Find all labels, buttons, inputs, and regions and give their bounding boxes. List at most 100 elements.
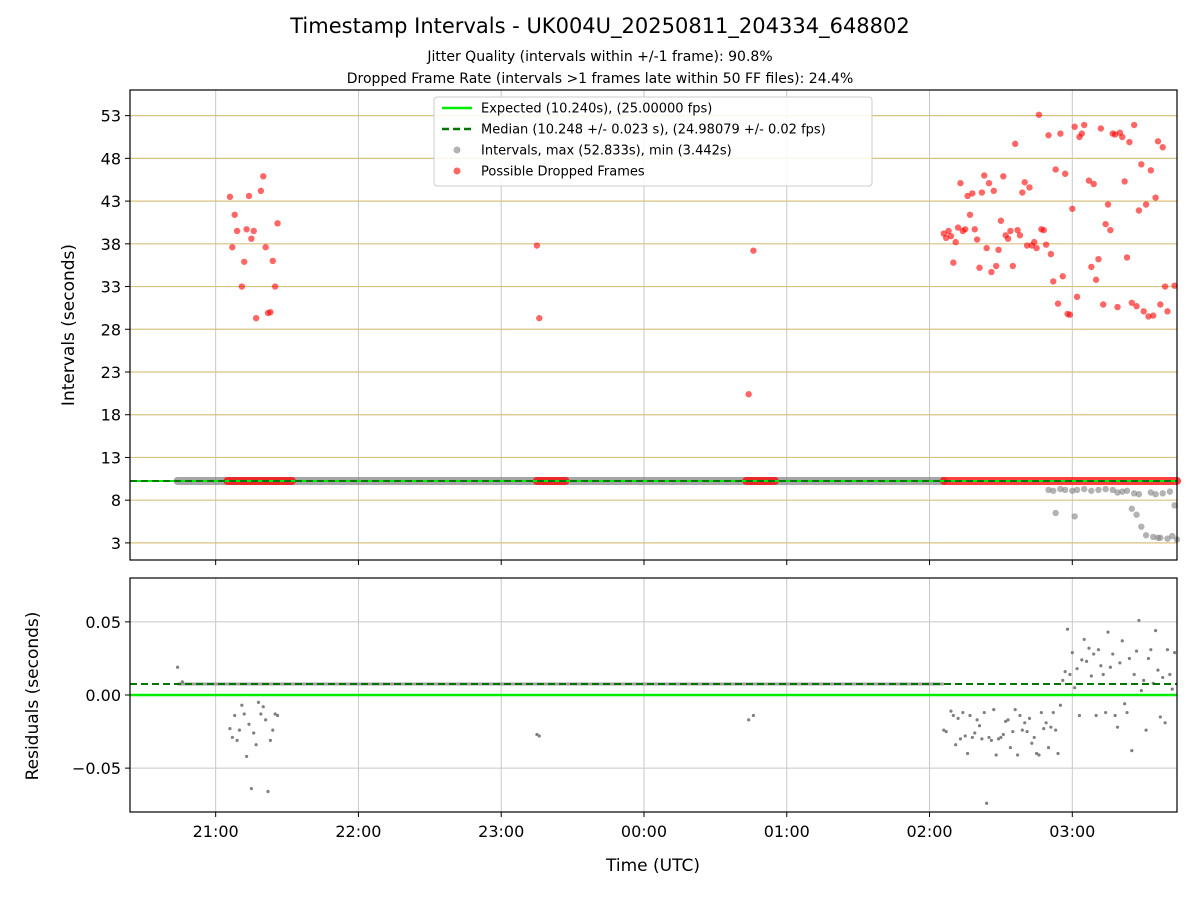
top-y-tick-label: 38 [101,235,121,254]
dropped-frame-point [1045,132,1052,139]
residual-point [1077,713,1082,718]
residual-point [942,728,946,732]
dropped-frame-point [1152,194,1159,201]
residual-point [1001,732,1005,737]
residual-point [1173,650,1177,655]
dropped-frame-point [1023,242,1031,249]
dropped-frame-point [1042,241,1050,248]
dropped-frame-point [1142,201,1150,208]
dropped-frame-point [983,244,990,252]
residual-point [1130,748,1134,753]
residual-point [1056,751,1060,756]
dropped-frame-point [1004,235,1012,242]
residual-point [958,737,963,741]
residual-point [999,735,1003,740]
residual-point [1158,715,1162,719]
residual-point [242,712,246,716]
dropped-frame-point [1102,220,1109,228]
interval-point [1114,489,1121,496]
dropped-frame-point [1159,144,1166,151]
top-interval-points [1045,485,1181,543]
residual-point [244,754,249,759]
legend-label: Expected (10.240s), (25.00000 fps) [481,102,712,117]
residual-point [1132,672,1136,677]
dropped-frame-point [1133,303,1140,310]
dropped-frame-point [252,314,260,322]
dropped-frame-point [1080,121,1088,129]
bottom-y-tick-label: −0.05 [72,759,121,778]
residual-point [1084,659,1089,663]
dropped-frame-point [750,247,757,254]
dropped-frame-point [248,235,255,242]
residual-point [1044,721,1048,725]
top-y-tick-label: 28 [101,320,121,339]
dropped-frame-point [1150,312,1157,319]
residual-point [1082,637,1086,642]
dropped-frame-point [1085,177,1093,184]
dropped-frame-point [1073,293,1081,300]
interval-point [1135,491,1143,498]
residual-point [1113,713,1117,718]
top-axes-frame [129,89,1178,561]
x-tick-label: 03:00 [1049,822,1095,841]
residual-point [1101,672,1105,677]
dropped-frame-point [964,192,971,200]
dropped-frame-point [957,179,964,187]
residual-point [1108,665,1112,669]
residual-point [989,738,993,742]
interval-point [1157,534,1164,541]
top-y-tick-label: 23 [101,363,121,382]
dropped-frame-point [992,262,1000,270]
residual-point [1018,713,1022,718]
residual-point [1058,703,1063,707]
residual-point [1170,687,1174,691]
interval-point [1095,486,1102,494]
interval-point [1080,485,1088,493]
residual-point [985,801,989,805]
residual-point [273,712,277,716]
top-y-tick-label: 33 [101,278,121,297]
residual-point [1094,713,1098,718]
interval-point [1123,487,1131,494]
dropped-frame-point [1126,138,1133,146]
top-y-tick-label: 8 [111,491,121,510]
jitter-quality-subtitle: Jitter Quality (intervals within +/-1 fr… [427,49,773,65]
dropped-frame-point [262,244,269,251]
bottom-axes: −0.05 0.00 0.05 21:00 22:00 23:00 00:00 01:00 02… [23,577,1178,876]
dropped-frame-point [1019,189,1026,196]
residual-point [1092,652,1096,656]
residual-point [249,787,253,791]
residual-point [1165,648,1170,652]
interval-point [1150,533,1157,541]
legend-dropped-swatch [453,167,461,175]
residual-point [1075,667,1079,671]
dropped-frame-point [1069,205,1076,212]
interval-point [1142,532,1150,539]
residual-point [944,729,948,734]
dropped-frame-point [962,226,969,233]
residual-point [1096,648,1101,652]
residual-point [1149,648,1153,652]
dropped-frame-point [1138,161,1145,168]
interval-point [1119,488,1126,495]
dropped-frame-point [1071,123,1078,130]
dropped-frame-point [1128,299,1135,306]
residual-point [980,737,984,741]
interval-point [1171,502,1178,509]
residual-point [1073,686,1077,690]
residual-point [1042,727,1046,731]
residual-point [1030,741,1034,745]
dropped-frame-point [1090,180,1097,188]
residual-point [1153,629,1158,633]
dropped-frame-point [945,227,952,235]
dropped-frame-point [969,190,976,197]
dropped-frame-point [1031,238,1038,246]
residual-point [1025,729,1029,734]
dropped-frame-point [1026,184,1033,191]
residual-point [951,713,955,718]
dropped-frame-point [1145,313,1152,320]
interval-point [1159,490,1166,497]
residual-point [970,735,974,740]
dropped-frame-point [1050,278,1057,285]
